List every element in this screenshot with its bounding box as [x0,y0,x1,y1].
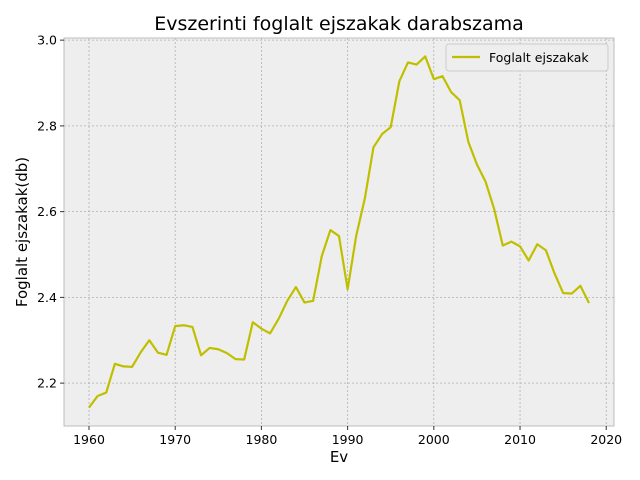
x-axis-label: Ev [330,448,348,466]
axis-ticks: 1960 1970 1980 1990 2000 2010 2020 2.2 2.4 2.6 2.8… [37,33,622,447]
y-tick-label: 3.0 [37,33,57,48]
legend: Foglalt ejszakak [445,43,609,72]
y-tick-label: 2.6 [37,204,57,219]
y-axis-label: Foglalt ejszakak(db) [13,157,31,307]
y-tick-label: 2.8 [37,118,57,133]
x-tick-label: 1960 [73,432,105,447]
plot-frame [63,37,615,427]
y-tick-label: 2.2 [37,376,57,391]
legend-label: Foglalt ejszakak [489,50,589,65]
series-line [88,55,590,409]
plot-area [64,38,614,426]
x-tick-label: 1980 [246,432,278,447]
legend-box [445,43,609,72]
axes-frame [63,37,615,427]
series-layer [88,55,590,409]
grid-lines [64,38,614,426]
x-tick-label: 1990 [332,432,364,447]
x-tick-label: 2000 [418,432,450,447]
x-tick-label: 1970 [159,432,191,447]
x-tick-label: 2020 [590,432,622,447]
chart-title: Evszerinti foglalt ejszakak darabszama [154,13,524,35]
x-tick-label: 2010 [504,432,536,447]
y-tick-label: 2.4 [37,290,57,305]
